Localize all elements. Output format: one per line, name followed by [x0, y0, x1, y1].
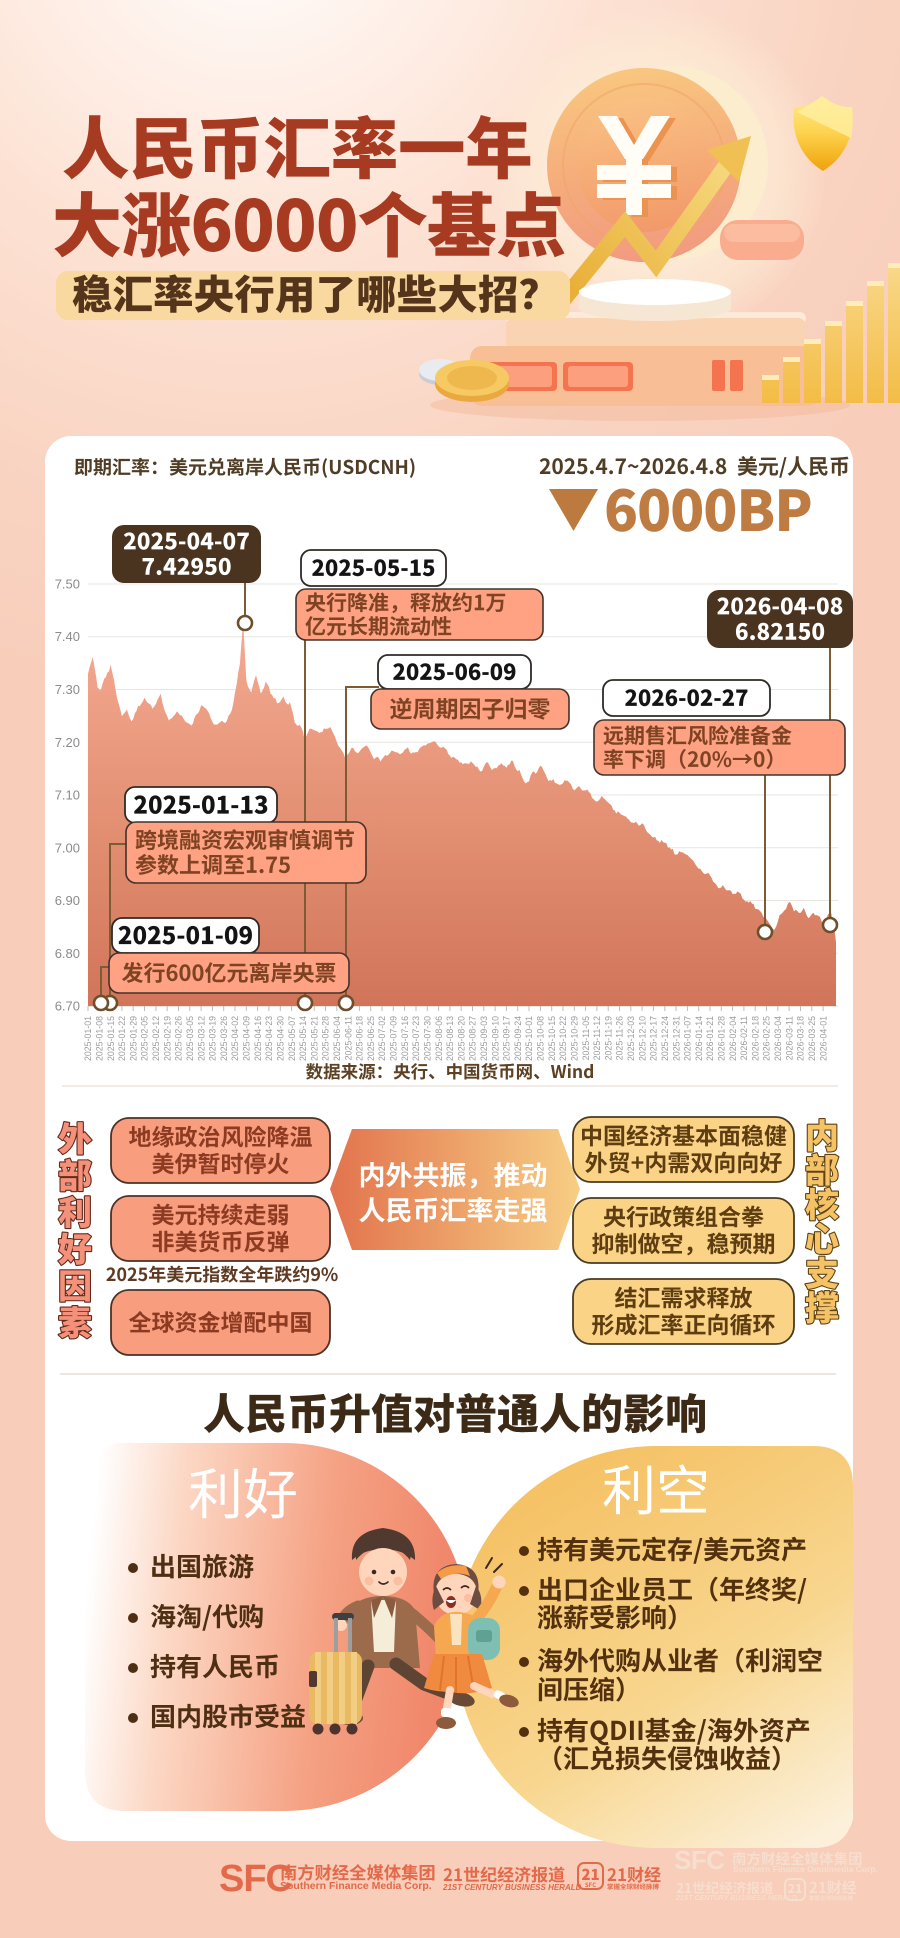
svg-text:2025-01-22: 2025-01-22	[117, 1016, 127, 1061]
svg-text:2025-06-18: 2025-06-18	[355, 1016, 365, 1061]
svg-text:2026-01-21: 2026-01-21	[705, 1016, 715, 1061]
svg-text:2025-02-19: 2025-02-19	[162, 1016, 172, 1061]
svg-text:SFC: SFC	[674, 1845, 725, 1875]
svg-text:6.70: 6.70	[55, 999, 80, 1014]
svg-text:2025-03-12: 2025-03-12	[196, 1016, 206, 1061]
svg-text:6.90: 6.90	[55, 893, 80, 908]
svg-text:2026-02-11: 2026-02-11	[739, 1016, 749, 1060]
svg-text:2025-04-02: 2025-04-02	[230, 1016, 240, 1061]
svg-text:2025-12-03: 2025-12-03	[626, 1016, 636, 1061]
svg-text:2025-10-08: 2025-10-08	[536, 1016, 546, 1061]
svg-text:7.50: 7.50	[55, 577, 80, 592]
svg-text:7.20: 7.20	[55, 735, 80, 750]
svg-text:2025-05-14: 2025-05-14	[298, 1016, 308, 1061]
svg-text:2025-04-16: 2025-04-16	[253, 1016, 263, 1061]
svg-text:2025-02-05: 2025-02-05	[140, 1016, 150, 1061]
svg-text:2025-11-19: 2025-11-19	[603, 1016, 613, 1060]
svg-text:2025-07-09: 2025-07-09	[389, 1016, 399, 1061]
svg-text:2025-03-05: 2025-03-05	[185, 1016, 195, 1061]
svg-text:21ST CENTURY BUSINESS HERALD: 21ST CENTURY BUSINESS HERALD	[675, 1895, 797, 1902]
svg-text:2026-03-11: 2026-03-11	[784, 1016, 794, 1060]
svg-text:2026-04-01: 2026-04-01	[818, 1016, 828, 1061]
svg-text:2025-08-20: 2025-08-20	[456, 1016, 466, 1061]
svg-text:2025-12-31: 2025-12-31	[671, 1016, 681, 1061]
svg-text:2025-06-04: 2025-06-04	[332, 1016, 342, 1061]
svg-text:2025-10-15: 2025-10-15	[547, 1016, 557, 1061]
svg-text:2025-09-03: 2025-09-03	[479, 1016, 489, 1061]
svg-text:2025-03-26: 2025-03-26	[219, 1016, 229, 1061]
svg-text:7.00: 7.00	[55, 840, 80, 855]
svg-text:2025-11-26: 2025-11-26	[615, 1016, 625, 1060]
svg-text:2025-11-12: 2025-11-12	[592, 1016, 602, 1060]
svg-text:2025-09-17: 2025-09-17	[502, 1016, 512, 1061]
svg-text:2025-02-26: 2025-02-26	[174, 1016, 184, 1061]
svg-text:7.40: 7.40	[55, 629, 80, 644]
svg-text:2026-03-18: 2026-03-18	[796, 1016, 806, 1061]
svg-text:2025-01-08: 2025-01-08	[95, 1016, 105, 1061]
svg-text:2025-07-30: 2025-07-30	[423, 1016, 433, 1061]
svg-text:2026-03-04: 2026-03-04	[773, 1016, 783, 1061]
svg-text:2025-12-10: 2025-12-10	[637, 1016, 647, 1061]
svg-text:2026-02-04: 2026-02-04	[728, 1016, 738, 1061]
svg-text:7.10: 7.10	[55, 788, 80, 803]
svg-text:2025-08-06: 2025-08-06	[434, 1016, 444, 1061]
svg-text:2025-05-21: 2025-05-21	[309, 1016, 319, 1061]
svg-text:2025-04-09: 2025-04-09	[242, 1016, 252, 1061]
svg-text:2026-02-25: 2026-02-25	[762, 1016, 772, 1061]
svg-text:2025-09-24: 2025-09-24	[513, 1016, 523, 1061]
svg-text:Southern Finance Media Corp.: Southern Finance Media Corp.	[280, 1880, 432, 1892]
svg-text:2026-01-14: 2026-01-14	[694, 1016, 704, 1061]
svg-text:2025-10-22: 2025-10-22	[558, 1016, 568, 1061]
svg-text:2025-08-13: 2025-08-13	[445, 1016, 455, 1061]
svg-text:2025-05-07: 2025-05-07	[287, 1016, 297, 1061]
svg-text:2025-12-24: 2025-12-24	[660, 1016, 670, 1061]
svg-text:7.30: 7.30	[55, 682, 80, 697]
svg-text:2025-06-11: 2025-06-11	[343, 1016, 353, 1060]
svg-text:2025-01-29: 2025-01-29	[128, 1016, 138, 1061]
svg-text:2025-05-28: 2025-05-28	[321, 1016, 331, 1061]
svg-text:2025-10-29: 2025-10-29	[570, 1016, 580, 1061]
svg-text:2025-02-12: 2025-02-12	[151, 1016, 161, 1061]
svg-text:2026-02-18: 2026-02-18	[750, 1016, 760, 1061]
svg-text:2025-03-19: 2025-03-19	[208, 1016, 218, 1061]
svg-text:Southern Finance Omnimedia Cor: Southern Finance Omnimedia Corp.	[733, 1864, 878, 1874]
svg-text:2025-04-23: 2025-04-23	[264, 1016, 274, 1061]
svg-text:2025-01-01: 2025-01-01	[83, 1016, 93, 1061]
svg-text:2026-01-28: 2026-01-28	[717, 1016, 727, 1061]
svg-text:21ST CENTURY BUSINESS HERALD: 21ST CENTURY BUSINESS HERALD	[442, 1883, 582, 1892]
svg-text:2025-11-05: 2025-11-05	[581, 1016, 591, 1060]
svg-text:2025-01-15: 2025-01-15	[106, 1016, 116, 1061]
svg-text:2025-07-16: 2025-07-16	[400, 1016, 410, 1061]
svg-text:2025-07-23: 2025-07-23	[411, 1016, 421, 1061]
svg-text:2025-07-02: 2025-07-02	[377, 1016, 387, 1061]
svg-text:2025-09-10: 2025-09-10	[490, 1016, 500, 1061]
svg-text:2025-10-01: 2025-10-01	[524, 1016, 534, 1061]
svg-text:SFC: SFC	[219, 1858, 293, 1900]
svg-text:2026-03-25: 2026-03-25	[807, 1016, 817, 1061]
svg-text:2026-01-07: 2026-01-07	[683, 1016, 693, 1061]
svg-text:2025-06-25: 2025-06-25	[366, 1016, 376, 1061]
svg-text:2025-04-30: 2025-04-30	[276, 1016, 286, 1061]
svg-text:2025-08-27: 2025-08-27	[468, 1016, 478, 1061]
svg-text:2025-12-17: 2025-12-17	[649, 1016, 659, 1061]
svg-text:6.80: 6.80	[55, 946, 80, 961]
